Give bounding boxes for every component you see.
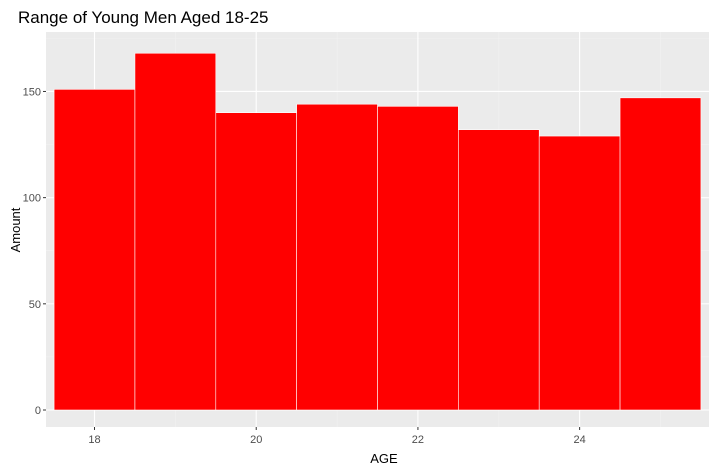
- histogram-bar: [458, 129, 540, 411]
- y-axis-ticks: 0 50 100 150: [23, 86, 46, 417]
- histogram-bar: [134, 52, 217, 411]
- y-tick-label: 100: [23, 193, 41, 205]
- y-tick-label: 50: [29, 299, 41, 311]
- x-tick-label: 18: [88, 434, 100, 446]
- histogram-bar: [538, 135, 621, 411]
- histogram-bar: [53, 89, 136, 411]
- chart-title: Range of Young Men Aged 18-25: [18, 8, 269, 27]
- y-tick-label: 0: [35, 405, 41, 417]
- x-tick-label: 22: [412, 434, 424, 446]
- y-tick-label: 150: [23, 86, 41, 98]
- bars-group: [53, 52, 702, 411]
- histogram-bar: [377, 106, 459, 411]
- histogram-bar: [619, 97, 702, 411]
- x-tick-label: 20: [250, 434, 262, 446]
- x-axis-ticks: 18 20 22 24: [88, 427, 586, 446]
- x-tick-label: 24: [574, 434, 586, 446]
- x-axis-title: AGE: [370, 451, 398, 466]
- histogram-bar: [296, 103, 378, 411]
- histogram-bar: [215, 112, 297, 411]
- y-axis-title: Amount: [8, 207, 23, 252]
